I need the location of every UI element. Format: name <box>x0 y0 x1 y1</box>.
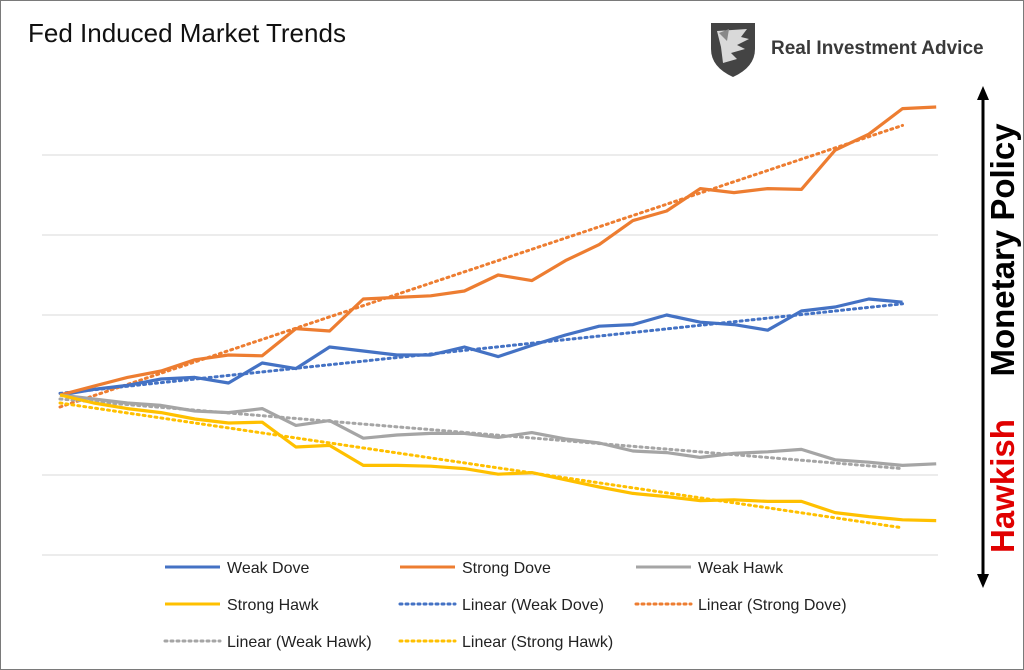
legend-label: Strong Dove <box>462 560 551 577</box>
brand: Real Investment Advice <box>707 18 984 80</box>
hawkish-label: Hawkish <box>984 419 1021 553</box>
legend-label: Linear (Weak Hawk) <box>227 634 372 651</box>
trendline-linear-weak-dove <box>58 302 904 395</box>
eagle-shield-icon <box>711 23 755 77</box>
legend-label: Weak Hawk <box>698 560 784 577</box>
series-line-strong-hawk <box>59 393 937 523</box>
chart-title: Fed Induced Market Trends <box>28 18 346 48</box>
arrow-up-icon <box>977 86 989 100</box>
legend-label: Linear (Strong Dove) <box>698 597 847 614</box>
series-line-weak-hawk <box>59 393 937 467</box>
legend-label: Linear (Weak Dove) <box>462 597 604 614</box>
trendline-linear-strong-hawk <box>58 401 904 530</box>
series-line-strong-dove <box>59 105 937 397</box>
trendline-linear-strong-dove <box>58 123 904 409</box>
legend-label: Strong Hawk <box>227 597 320 614</box>
legend-label: Weak Dove <box>227 560 310 577</box>
legend-label: Linear (Strong Hawk) <box>462 634 613 651</box>
brand-name: Real Investment Advice <box>771 38 984 59</box>
monetary-policy-label: Monetary Policy <box>984 123 1021 377</box>
arrow-down-icon <box>977 574 989 588</box>
series-line-weak-dove <box>59 297 903 397</box>
